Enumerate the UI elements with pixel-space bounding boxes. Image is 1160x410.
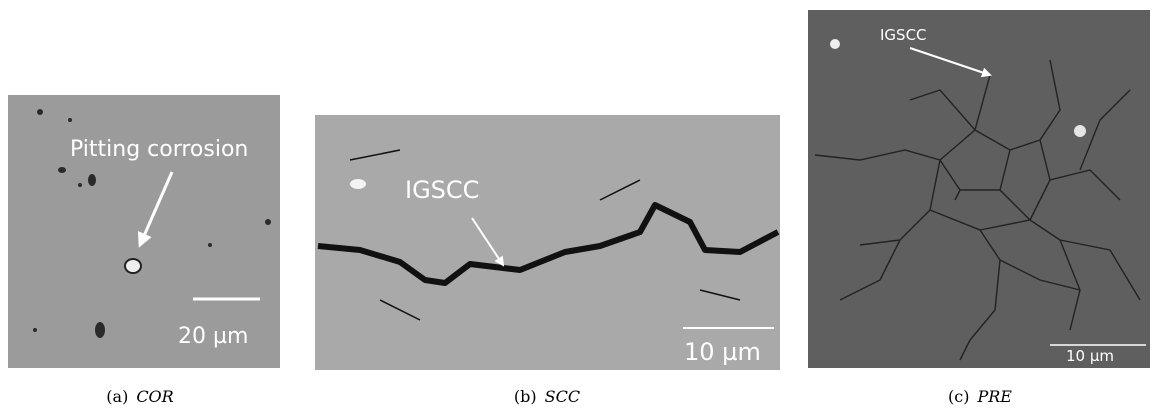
- figure: Pitting corrosion 20 µm IGSCC 10 µm IGSC…: [0, 0, 1160, 410]
- page: Pitting corrosion 20 µm IGSCC 10 µm IGSC…: [0, 0, 1160, 410]
- panel-b: IGSCC 10 µm: [315, 115, 780, 370]
- annotation: IGSCC: [880, 26, 927, 44]
- caption: (a) COR: [106, 387, 173, 406]
- caption-text: SCC: [545, 387, 580, 406]
- caption-text: COR: [136, 387, 173, 406]
- caption: (c) PRE: [948, 387, 1012, 406]
- annotation: Pitting corrosion: [70, 137, 248, 162]
- caption: (b) SCC: [514, 387, 580, 406]
- caption-label: (c): [948, 387, 969, 406]
- scale-label: 10 µm: [684, 338, 761, 366]
- scale-label: 20 µm: [178, 324, 248, 349]
- caption-label: (a): [106, 387, 128, 406]
- caption-text: PRE: [976, 387, 1012, 406]
- panel-c: IGSCC 10 µm: [808, 10, 1150, 368]
- annotation: IGSCC: [405, 176, 479, 204]
- micrograph: [808, 10, 1150, 368]
- caption-label: (b): [514, 387, 537, 406]
- scale-label: 10 µm: [1066, 347, 1114, 365]
- panel-a: Pitting corrosion 20 µm: [8, 95, 280, 368]
